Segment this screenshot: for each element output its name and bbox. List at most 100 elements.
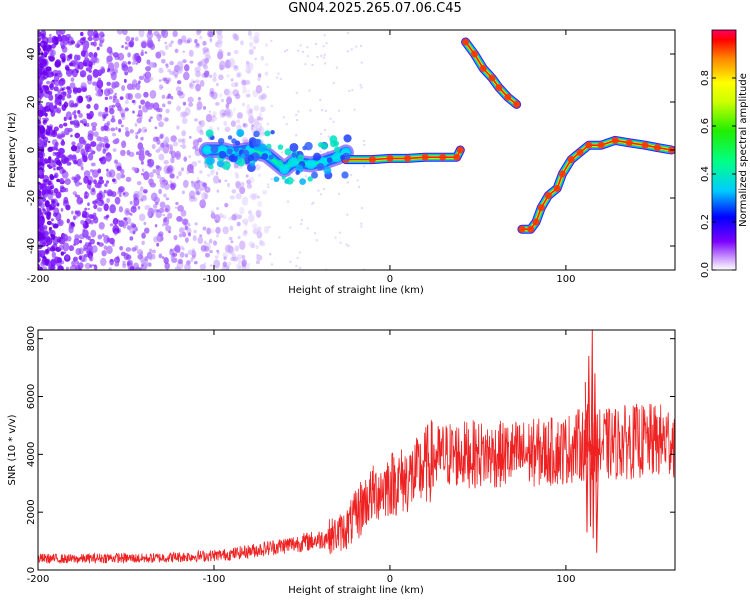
spectrogram-noise-blob — [197, 137, 203, 143]
spectrogram-noise-dot — [296, 119, 299, 122]
spectrogram-noise-blob — [83, 175, 89, 184]
spectrogram-noise-blob — [120, 173, 126, 179]
spectrogram-noise-blob — [130, 206, 137, 213]
spectral-track-scatter — [311, 171, 318, 179]
spectrogram-noise-blob — [131, 99, 136, 104]
spectrogram-noise-blob — [216, 206, 219, 210]
spectrogram-noise-blob — [87, 36, 93, 41]
spectrogram-noise-blob — [67, 73, 72, 78]
spectrogram-noise-blob — [38, 249, 43, 255]
spectrogram-noise-blob — [223, 88, 230, 96]
spectrogram-noise-blob — [84, 195, 89, 200]
spectrogram-noise-blob — [235, 173, 240, 179]
spectrogram-noise-blob — [177, 38, 183, 46]
spectrogram-noise-blob — [67, 127, 73, 133]
spectrogram-noise-blob — [144, 51, 148, 54]
spectrogram-noise-dot — [360, 45, 363, 48]
spectrogram-noise-blob — [118, 187, 123, 194]
spectrogram-noise-blob — [230, 240, 234, 244]
spectrogram-noise-dot — [278, 236, 281, 239]
spectrogram-noise-blob — [57, 70, 62, 75]
spectrogram-y-tick-label: 40 — [26, 48, 37, 61]
spectrogram-noise-blob — [134, 122, 138, 127]
spectrogram-noise-blob — [181, 190, 185, 195]
spectrogram-noise-blob — [189, 190, 196, 200]
spectrogram-noise-blob — [186, 170, 191, 175]
spectrogram-noise-dot — [358, 185, 361, 188]
spectrogram-noise-blob — [52, 79, 55, 82]
spectrogram-noise-dot — [270, 105, 273, 108]
spectrogram-noise-blob — [155, 164, 160, 169]
spectral-track-scatter — [289, 142, 299, 152]
spectrogram-noise-blob — [178, 170, 182, 177]
spectrogram-noise-blob — [38, 67, 43, 74]
spectrogram-noise-blob — [44, 200, 50, 208]
spectrogram-noise-blob — [181, 144, 187, 150]
spectrogram-y-label: Frequency (Hz) — [7, 112, 18, 188]
spectrogram-noise-blob — [174, 244, 181, 250]
spectrogram-noise-blob — [64, 178, 71, 186]
spectrogram-noise-blob — [88, 69, 92, 73]
spectrogram-noise-blob — [114, 262, 120, 267]
spectrogram-noise-blob — [73, 243, 76, 246]
spectrogram-noise-blob — [91, 126, 97, 132]
spectrogram-noise-dot — [347, 244, 350, 247]
spectrogram-noise-blob — [133, 196, 140, 207]
spectral-track-scatter — [250, 161, 256, 167]
spectrogram-noise-blob — [40, 53, 46, 59]
spectrogram-noise-blob — [209, 40, 213, 43]
spectrogram-noise-blob — [135, 82, 141, 91]
spectral-track-scatter — [236, 128, 245, 137]
spectrogram-noise-blob — [111, 81, 117, 87]
spectrogram-noise-blob — [60, 251, 65, 256]
spectrogram-noise-blob — [104, 96, 109, 100]
spectrogram-noise-blob — [53, 86, 59, 92]
spectrogram-noise-blob — [136, 117, 142, 124]
spectrogram-noise-blob — [218, 74, 224, 81]
spectrogram-noise-blob — [133, 166, 138, 173]
spectrogram-noise-blob — [84, 262, 91, 270]
spectrogram-noise-blob — [41, 36, 49, 45]
spectrogram-noise-blob — [216, 249, 220, 253]
spectrogram-noise-blob — [138, 105, 142, 109]
spectrogram-noise-blob — [73, 119, 79, 126]
spectrogram-noise-blob — [106, 189, 113, 197]
spectrogram-noise-dot — [304, 63, 307, 66]
spectrogram-noise-blob — [51, 251, 56, 259]
spectrogram-noise-blob — [178, 227, 185, 234]
spectral-track-point — [279, 164, 290, 175]
spectrogram-noise-blob — [42, 175, 50, 183]
spectrogram-noise-dot — [338, 231, 341, 234]
spectrogram-noise-blob — [78, 262, 84, 269]
spectrogram-noise-blob — [80, 200, 83, 204]
spectrogram-noise-blob — [140, 172, 144, 176]
spectrogram-noise-blob — [234, 81, 239, 87]
spectrogram-noise-blob — [219, 109, 226, 118]
spectrogram-noise-blob — [245, 108, 252, 114]
spectrogram-noise-blob — [215, 171, 219, 176]
spectrogram-noise-blob — [205, 113, 213, 123]
spectrogram-noise-blob — [89, 264, 93, 268]
spectrogram-noise-blob — [155, 210, 162, 219]
spectrogram-noise-blob — [62, 233, 69, 242]
spectrogram-noise-blob — [189, 82, 193, 88]
spectrogram-noise-blob — [119, 109, 126, 116]
spectrogram-noise-blob — [241, 254, 246, 260]
spectrogram-noise-blob — [55, 148, 59, 151]
spectrogram-noise-blob — [76, 211, 80, 215]
spectral-track-point — [404, 154, 412, 162]
spectrogram-noise-blob — [241, 196, 249, 206]
spectrogram-noise-blob — [170, 95, 174, 100]
spectrogram-noise-blob — [116, 30, 124, 35]
spectral-track-point — [462, 38, 470, 46]
spectrogram-noise-blob — [86, 104, 91, 109]
spectral-track-point — [368, 156, 376, 164]
spectral-track-scatter — [281, 175, 286, 180]
spectrogram-noise-blob — [148, 61, 156, 68]
spectrogram-noise-blob — [236, 112, 243, 119]
spectrogram-noise-blob — [248, 176, 255, 184]
spectrogram-noise-blob — [158, 146, 163, 151]
spectrogram-noise-blob — [159, 49, 164, 54]
spectrogram-noise-blob — [70, 221, 75, 226]
spectrogram-noise-blob — [158, 121, 164, 128]
